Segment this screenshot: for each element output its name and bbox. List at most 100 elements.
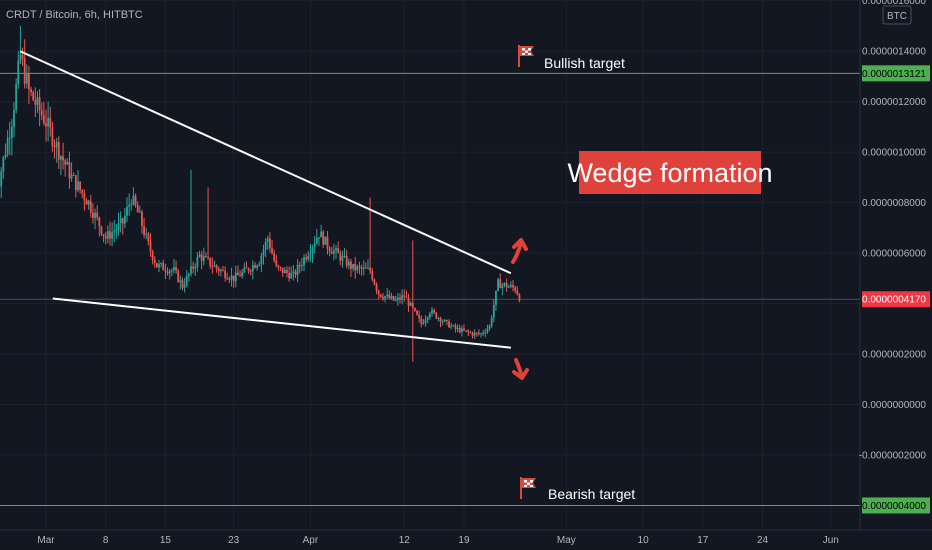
candle-body: [77, 181, 79, 191]
candle-body: [352, 263, 354, 269]
candle-body: [181, 280, 184, 288]
candle-body: [51, 127, 54, 146]
candle-body: [411, 303, 414, 308]
candle-body: [72, 174, 75, 176]
x-tick-label: 8: [103, 535, 109, 546]
x-tick-label: Jun: [823, 535, 839, 546]
candle-body: [390, 296, 393, 299]
candle-body: [79, 181, 82, 191]
x-tick-label: Mar: [37, 535, 55, 546]
candle-body: [382, 296, 384, 299]
candle-body: [337, 248, 340, 254]
candle-body: [345, 255, 348, 266]
y-tick-label: -0.0000002000: [859, 450, 927, 461]
candle-body: [87, 200, 90, 205]
candle-body: [166, 271, 169, 274]
candle-body: [85, 200, 88, 205]
candle-body: [143, 226, 145, 235]
price-badges: 0.0000013121 -0.0000004000 0.0000004170: [859, 65, 930, 514]
candle-body: [396, 297, 399, 301]
candle-body: [301, 265, 303, 267]
candle-body: [347, 261, 350, 266]
candle-body: [388, 294, 391, 299]
candle-body: [126, 206, 128, 216]
candle-body: [373, 279, 376, 285]
candle-body: [298, 264, 301, 267]
candle-body: [266, 238, 269, 242]
candle-body: [294, 271, 297, 275]
candle-body: [288, 272, 291, 279]
candle-body: [463, 328, 465, 331]
candle-body: [482, 332, 485, 334]
candle-body: [19, 55, 22, 61]
candle-body: [260, 255, 263, 265]
candle-body: [516, 290, 519, 295]
candle-body: [290, 273, 293, 279]
candle-body: [209, 258, 212, 267]
candle-body: [205, 256, 207, 258]
candle-body: [55, 142, 58, 148]
candle-body: [490, 317, 493, 326]
candle-body: [262, 249, 265, 256]
bearish-flag-icon: [520, 477, 536, 499]
candle-body: [384, 296, 386, 299]
candle-body: [196, 256, 199, 267]
candle-body: [488, 325, 491, 329]
candle-body: [237, 272, 239, 276]
candle-body: [286, 269, 288, 273]
candle-body: [399, 297, 401, 300]
candle-body: [505, 283, 508, 288]
current-price-badge-text: 0.0000004170: [862, 295, 926, 306]
candle-body: [251, 265, 254, 272]
candle-body: [104, 235, 107, 239]
time-axis: Mar 8 15 23 Apr 12 19 May 10 17 24 Jun: [0, 529, 932, 550]
candle-body: [211, 266, 214, 268]
y-tick-label: 0.0000000000: [862, 400, 926, 411]
candle-body: [492, 305, 495, 318]
x-tick-label: Apr: [303, 535, 319, 546]
candle-body: [386, 294, 389, 297]
candle-body: [228, 279, 231, 281]
candle-body: [320, 231, 322, 238]
candle-body: [83, 193, 86, 201]
candle-body: [371, 271, 374, 280]
wedge-upper-line: [19, 50, 512, 275]
y-tick-label: 0.0000012000: [862, 97, 926, 108]
candle-body: [403, 295, 406, 297]
candle-body: [292, 271, 295, 274]
candle-body: [448, 321, 450, 328]
candle-body: [439, 318, 442, 322]
wedge-lines: [19, 50, 512, 349]
candle-body: [471, 332, 474, 336]
candle-body: [514, 287, 517, 291]
wedge-label: Wedge formation: [567, 158, 772, 188]
candle-body: [354, 263, 357, 271]
candle-body: [497, 279, 499, 291]
candle-body: [277, 265, 280, 267]
candle-body: [269, 238, 271, 249]
candle-body: [307, 255, 310, 260]
candle-body: [509, 284, 512, 287]
candle-body: [452, 325, 455, 327]
candle-body: [151, 251, 154, 260]
candle-body: [17, 60, 20, 84]
candle-body: [245, 267, 248, 269]
candle-body: [379, 294, 382, 297]
candle-body: [92, 212, 94, 219]
candle-body: [98, 217, 101, 227]
candle-body: [60, 156, 62, 160]
candle-body: [369, 267, 372, 272]
candle-body: [309, 253, 312, 256]
candle-body: [315, 237, 318, 244]
grid: [0, 0, 860, 530]
candle-body: [160, 263, 163, 265]
candle-body: [420, 318, 423, 324]
candle-body: [358, 266, 361, 268]
price-levels: [0, 72, 860, 506]
candle-body: [367, 267, 369, 269]
price-level-badge: [862, 65, 930, 82]
candle-body: [179, 280, 182, 282]
candle-body: [30, 89, 32, 93]
y-tick-label: 0.0000014000: [862, 47, 926, 58]
candle-body: [503, 283, 506, 285]
